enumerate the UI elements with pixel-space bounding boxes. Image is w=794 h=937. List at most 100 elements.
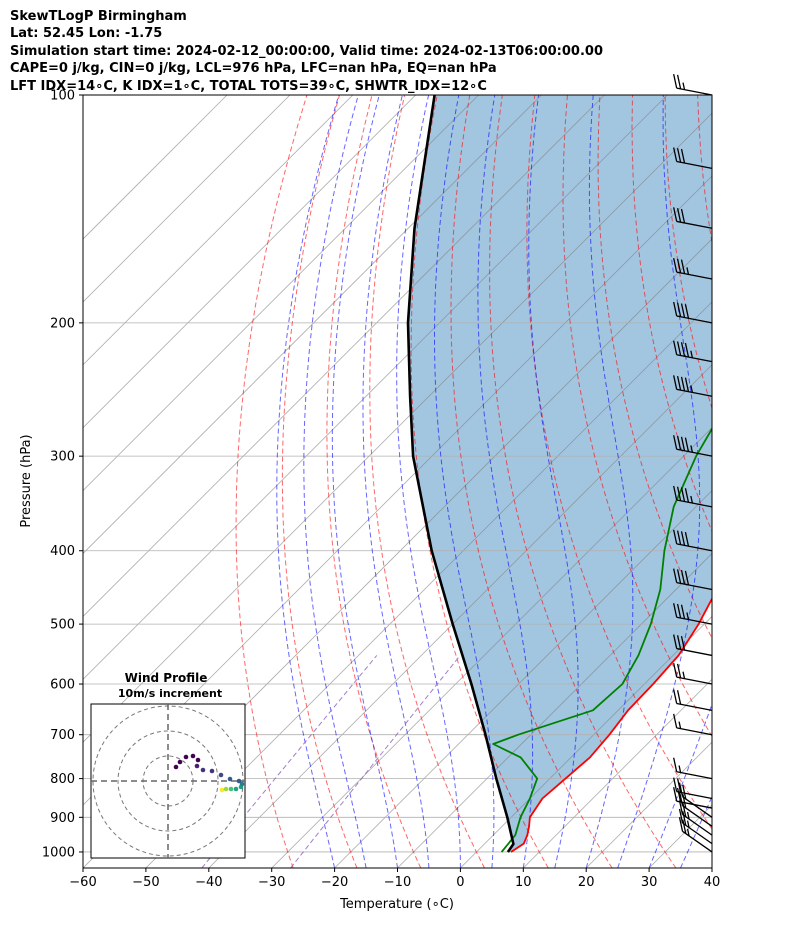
hodograph-point xyxy=(209,768,215,774)
x-tick-label: 20 xyxy=(578,875,595,890)
isotherm xyxy=(397,552,712,868)
wind-barb xyxy=(673,207,713,229)
barb-shaft xyxy=(676,676,713,685)
wind-barb xyxy=(673,663,713,685)
barb-feather xyxy=(680,604,686,619)
barb-feather xyxy=(682,793,687,809)
wind-barb xyxy=(673,713,713,736)
barb-feather xyxy=(678,791,684,806)
wind-barbs xyxy=(673,73,713,853)
parcel-profile xyxy=(406,95,515,853)
barb-feather xyxy=(680,342,686,357)
isotherm xyxy=(83,95,354,366)
barb-feather xyxy=(676,787,682,803)
barb-shaft xyxy=(682,822,713,845)
barb-shaft xyxy=(676,791,713,800)
isotherm xyxy=(83,95,479,492)
wind-barb xyxy=(678,782,713,818)
temperature-profile xyxy=(510,596,712,853)
barb-feather xyxy=(682,811,687,826)
barb-shaft xyxy=(676,581,713,591)
dry-adiabat xyxy=(235,95,308,868)
wind-barb xyxy=(673,634,713,657)
barb-feather xyxy=(676,690,682,705)
hodograph-point xyxy=(239,781,245,787)
isotherm xyxy=(83,95,228,240)
hodograph-point xyxy=(236,778,242,784)
wind-barb xyxy=(673,435,713,457)
x-tick-label: −30 xyxy=(258,875,285,890)
barb-feather xyxy=(684,304,690,319)
barb-feather xyxy=(673,757,678,772)
barb-feather xyxy=(684,437,690,452)
moist-adiabat xyxy=(648,702,712,868)
chart-title-block: SkewTLogP Birmingham Lat: 52.45 Lon: -1.… xyxy=(10,8,603,95)
barb-shaft xyxy=(676,271,713,280)
y-tick-label: 700 xyxy=(50,728,75,743)
mixing-ratio-line xyxy=(290,655,461,868)
cin-shade-region xyxy=(408,95,712,852)
stability-indices-2: LFT IDX=14∘C, K IDX=1∘C, TOTAL TOTS=39∘C… xyxy=(10,78,487,94)
barb-feather xyxy=(676,435,682,451)
dry-adiabat xyxy=(489,95,677,868)
hodograph-point xyxy=(228,786,234,792)
barb-feather xyxy=(673,689,678,704)
barb-feather xyxy=(673,713,678,728)
barb-shaft xyxy=(676,220,713,229)
barb-shaft xyxy=(676,727,713,736)
dry-adiabat xyxy=(326,95,422,868)
barb-feather xyxy=(676,74,682,90)
wind-barb xyxy=(673,257,713,280)
barb-feather xyxy=(676,663,682,679)
hodograph-point xyxy=(233,786,239,792)
barb-shaft xyxy=(676,388,713,397)
chart-title: SkewTLogP Birmingham xyxy=(10,9,187,24)
barb-feather xyxy=(673,777,678,792)
barb-feather xyxy=(676,341,682,356)
wind-barb xyxy=(678,791,713,827)
moist-adiabat xyxy=(362,95,430,868)
wind-barb xyxy=(673,375,713,397)
y-tick-label: 500 xyxy=(50,618,75,633)
barb-shaft xyxy=(676,87,713,96)
x-tick-label: 30 xyxy=(641,875,658,890)
wind-profile-inset: Wind Profile 10m/s increment xyxy=(90,671,246,859)
barb-shaft xyxy=(676,616,713,625)
stability-indices-1: CAPE=0 j/kg, CIN=0 j/kg, LCL=976 hPa, LF… xyxy=(10,61,497,77)
dry-adiabat xyxy=(526,95,712,830)
dry-adiabat xyxy=(730,95,794,868)
barb-feather xyxy=(673,375,678,390)
wind-barb xyxy=(673,147,713,169)
barb-shaft xyxy=(676,448,713,457)
barb-feather xyxy=(680,531,686,546)
barb-feather xyxy=(682,784,687,800)
moist-adiabat xyxy=(617,95,701,868)
hodograph-point xyxy=(190,753,196,759)
barb-feather xyxy=(680,376,686,392)
isotherm xyxy=(83,95,542,555)
barb-feather xyxy=(676,302,682,317)
y-tick-label: 900 xyxy=(50,811,75,826)
barb-feather xyxy=(676,635,682,650)
barb-feather xyxy=(676,778,682,793)
barb-shaft xyxy=(676,160,713,169)
moist-adiabat xyxy=(680,795,712,868)
wind-barb xyxy=(673,689,713,711)
y-tick-label: 200 xyxy=(50,316,75,331)
barb-shaft xyxy=(676,771,713,780)
wind-barb xyxy=(673,301,713,324)
isotherm xyxy=(334,490,712,868)
hodograph-point xyxy=(194,763,200,769)
wind-barb xyxy=(673,603,713,625)
barb-feather xyxy=(680,148,686,164)
dry-adiabat xyxy=(369,95,485,868)
hodograph-point xyxy=(223,786,229,792)
barb-feather xyxy=(673,147,678,162)
barb-feather xyxy=(673,257,678,273)
barb-feather xyxy=(676,530,682,545)
barb-feather xyxy=(673,340,678,355)
barb-shaft xyxy=(682,813,713,836)
x-tick-label: −50 xyxy=(132,875,159,890)
inset-title: Wind Profile xyxy=(125,671,208,685)
